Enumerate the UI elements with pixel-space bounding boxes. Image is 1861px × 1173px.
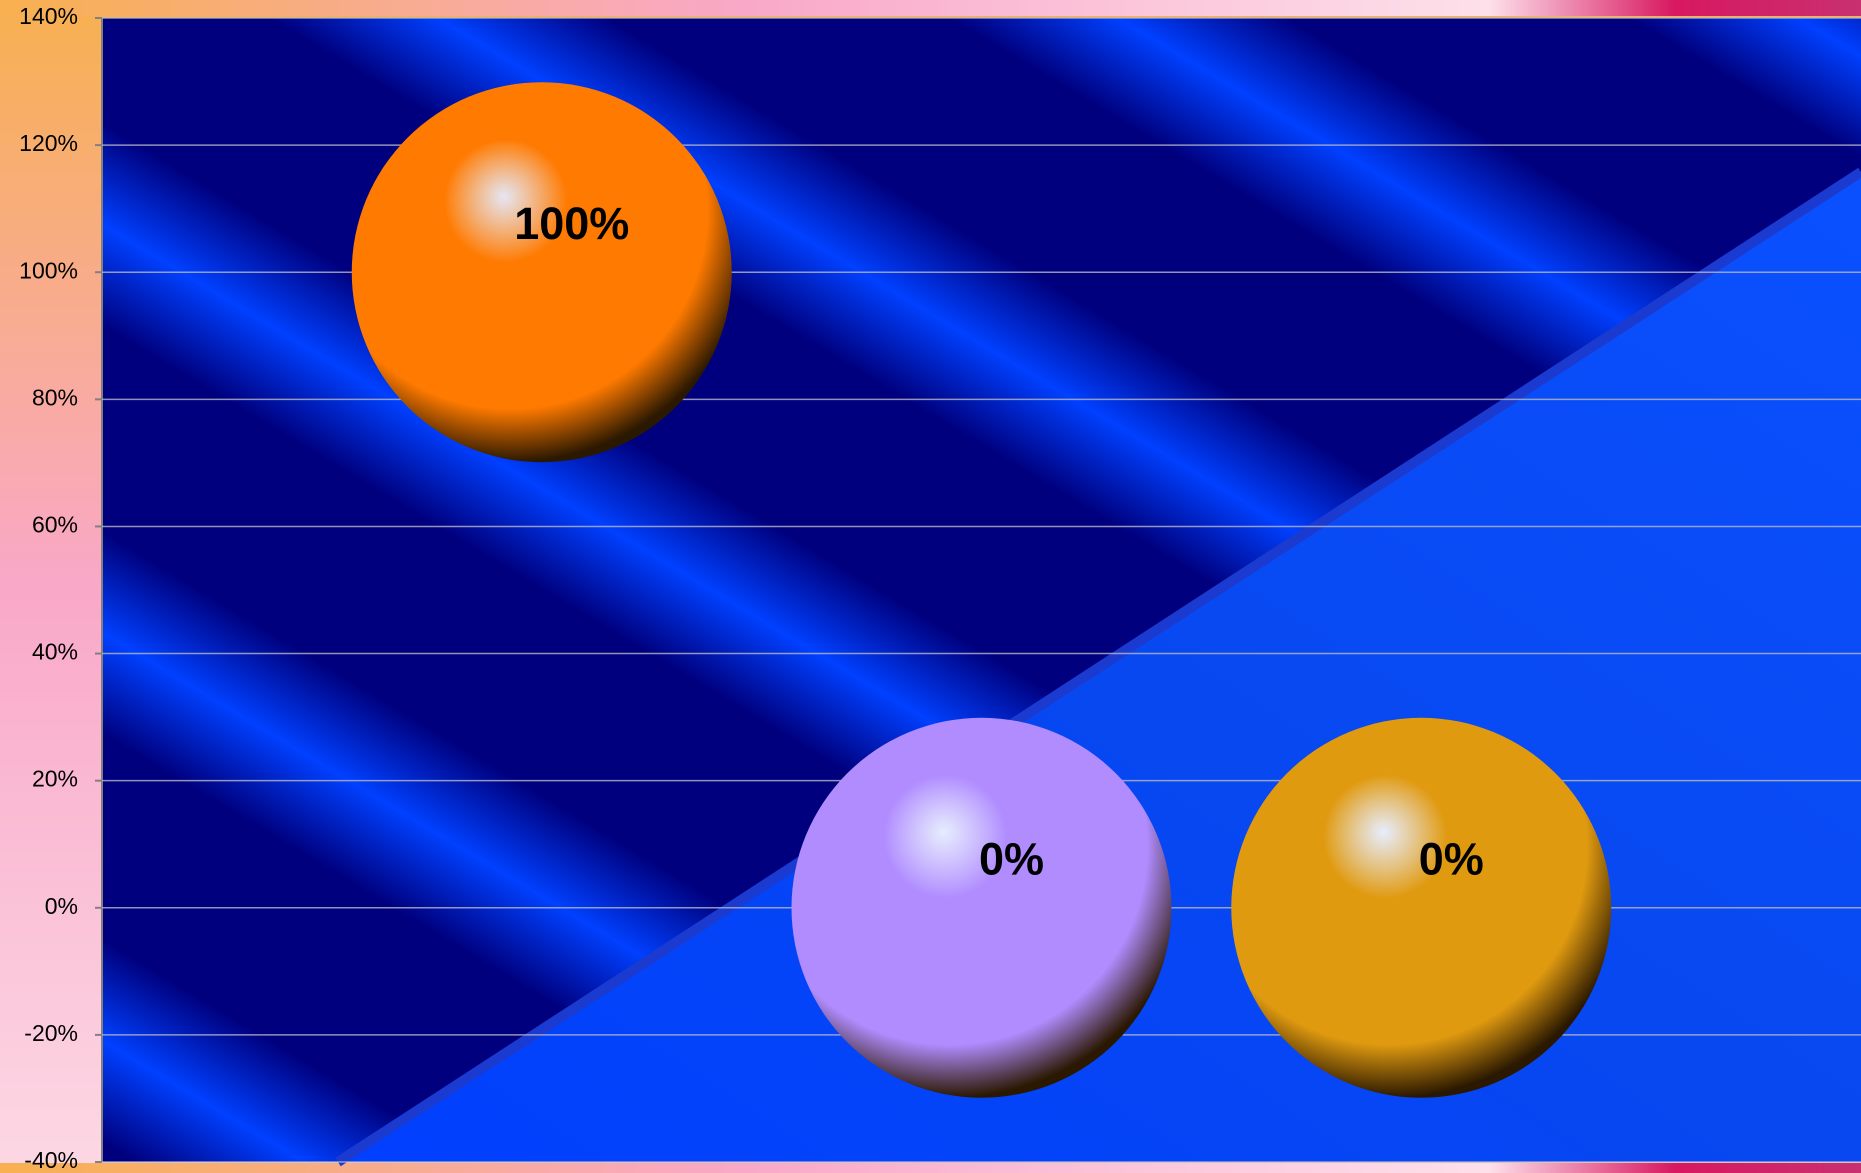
- y-tick-label: 0%: [45, 893, 78, 919]
- wall-edge: [335, 167, 1861, 1167]
- top-band: [0, 0, 1861, 16]
- data-label: 100%: [514, 198, 629, 249]
- y-tick-label: -20%: [24, 1020, 78, 1046]
- y-tick-label: -40%: [24, 1147, 78, 1173]
- data-label: 0%: [979, 834, 1044, 885]
- bubble: [1231, 717, 1612, 1098]
- y-tick-label: 80%: [32, 384, 78, 410]
- bubble: [791, 717, 1172, 1098]
- y-tick-label: 40%: [32, 639, 78, 665]
- bubble: [351, 82, 732, 463]
- y-tick-label: 120%: [19, 130, 78, 156]
- bottom-band: [0, 1163, 1861, 1173]
- y-tick-label: 140%: [19, 3, 78, 29]
- data-label: 0%: [1419, 834, 1484, 885]
- y-tick-label: 60%: [32, 512, 78, 538]
- y-tick-label: 100%: [19, 257, 78, 283]
- y-tick-label: 20%: [32, 766, 78, 792]
